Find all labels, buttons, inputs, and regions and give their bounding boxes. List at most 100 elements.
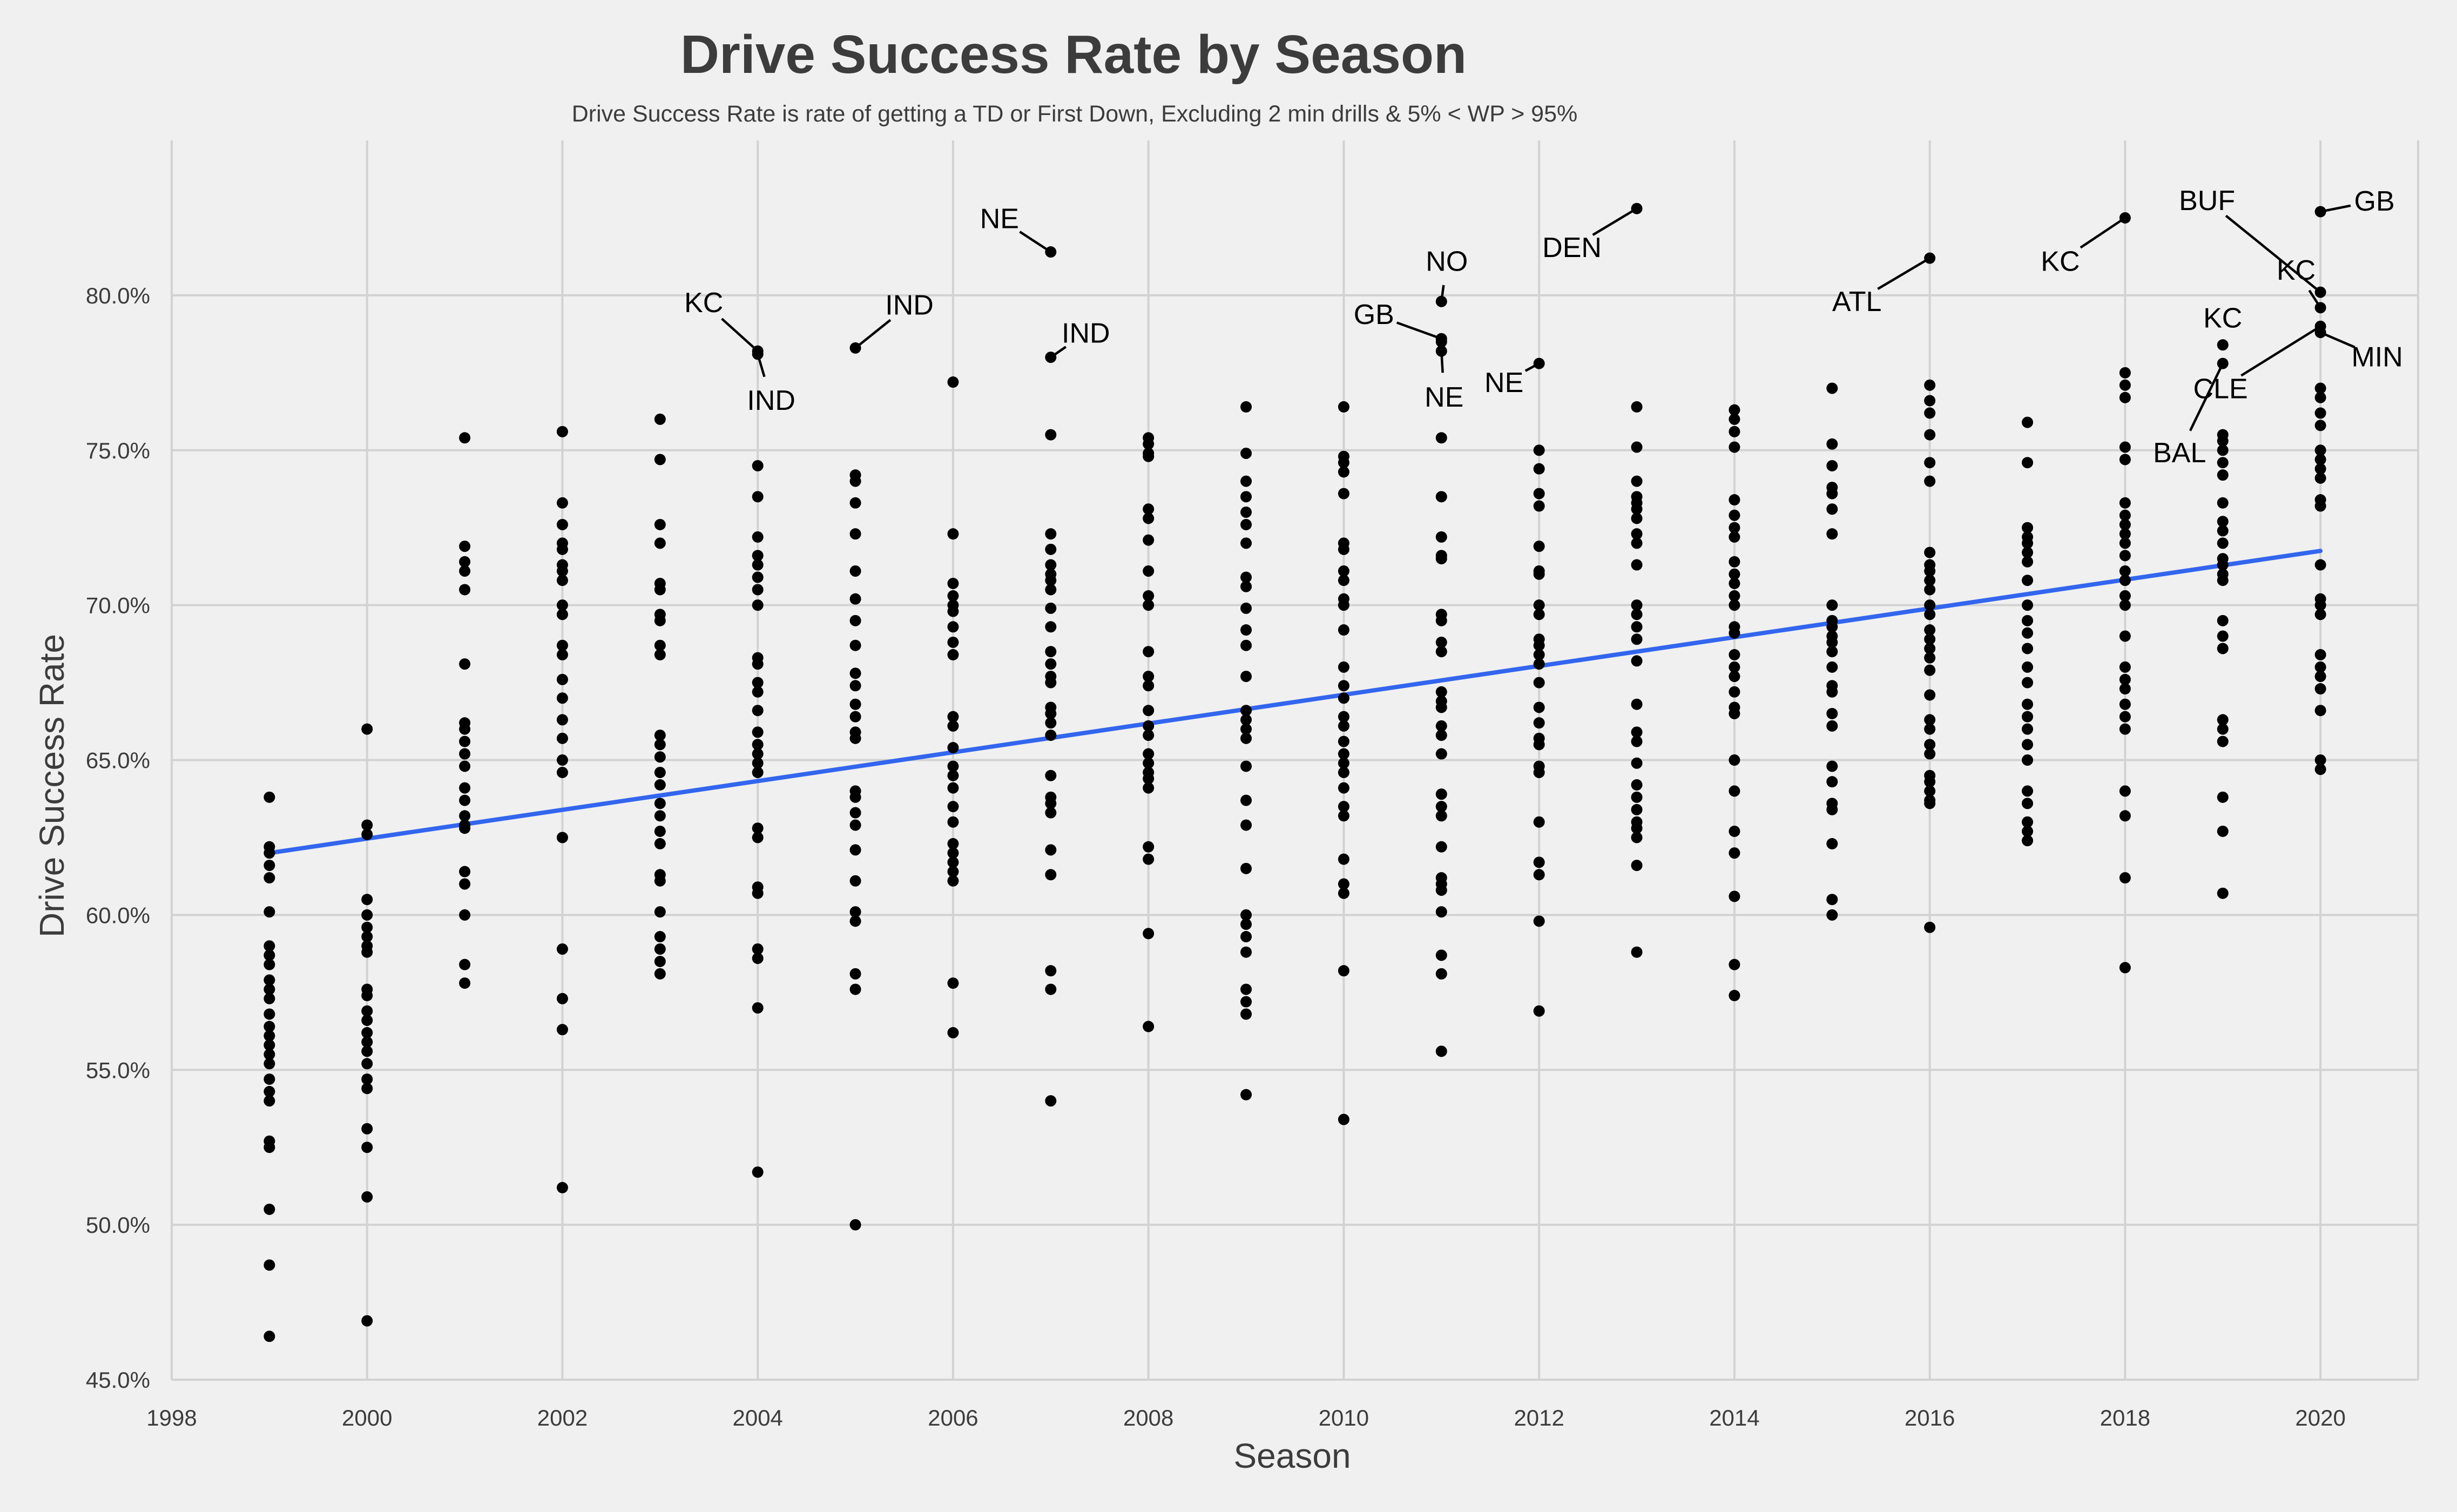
annotation-leader (1524, 362, 1540, 372)
data-point (1533, 541, 1545, 552)
data-point (264, 949, 275, 961)
data-point (1338, 782, 1349, 794)
y-tick-label: 65.0% (86, 748, 150, 773)
data-point (2314, 463, 2326, 475)
data-point (361, 1083, 373, 1095)
data-point (2119, 497, 2131, 509)
data-point (1240, 475, 1252, 487)
data-point (264, 1073, 275, 1085)
data-point (2022, 615, 2034, 626)
data-point (361, 990, 373, 1002)
x-tick-label: 2018 (2100, 1405, 2150, 1430)
annotation-label: NO (1426, 246, 1468, 277)
annotation-leader (2240, 325, 2321, 377)
data-point (361, 1014, 373, 1026)
data-point (361, 1045, 373, 1057)
data-point (1338, 466, 1349, 478)
data-point (654, 825, 666, 837)
data-point (361, 723, 373, 735)
data-point (1338, 661, 1349, 673)
data-point (459, 565, 471, 577)
data-point (1729, 627, 1740, 639)
data-point (1729, 568, 1740, 580)
data-point (459, 909, 471, 921)
data-point (1240, 723, 1252, 735)
data-point (1631, 537, 1643, 549)
data-point (2022, 661, 2034, 673)
data-point (556, 832, 568, 843)
data-point (1631, 804, 1643, 815)
data-point (2217, 643, 2229, 654)
data-point (1240, 909, 1252, 921)
data-point (2119, 565, 2131, 577)
data-point (1338, 599, 1349, 611)
x-tick-label: 2006 (928, 1405, 978, 1430)
x-tick-label: 2020 (2295, 1405, 2345, 1430)
data-point (1924, 798, 1936, 809)
annotation-leader (1019, 231, 1052, 253)
data-point (2022, 599, 2034, 611)
data-point (752, 460, 764, 471)
data-point (264, 1039, 275, 1051)
annotation-leader (757, 354, 766, 377)
data-point (1435, 720, 1447, 732)
data-point (1338, 810, 1349, 822)
data-point (1729, 707, 1740, 719)
data-point (1143, 730, 1155, 741)
data-point (2119, 711, 2131, 723)
data-point (1435, 646, 1447, 658)
annotation-label: IND (1062, 318, 1110, 349)
data-point (1924, 609, 1936, 620)
data-point (1533, 677, 1545, 688)
data-point (2314, 671, 2326, 683)
data-point (1826, 382, 1838, 394)
data-point (459, 584, 471, 596)
data-point (2314, 407, 2326, 419)
data-point (2217, 714, 2229, 726)
data-point (654, 766, 666, 778)
data-point (1240, 983, 1252, 995)
data-point (2119, 575, 2131, 586)
annotation-leader (1440, 285, 1445, 302)
data-point (1826, 599, 1838, 611)
data-point (1338, 1113, 1349, 1125)
data-point (1045, 621, 1057, 633)
data-point (361, 819, 373, 831)
data-point (1435, 531, 1447, 543)
data-point (264, 847, 275, 859)
data-point (654, 798, 666, 809)
data-point (264, 940, 275, 952)
data-point (1631, 599, 1643, 611)
data-point (459, 959, 471, 970)
x-tick-label: 2016 (1905, 1405, 1955, 1430)
data-point (1338, 624, 1349, 636)
data-point (752, 739, 764, 751)
data-point (459, 977, 471, 989)
data-point (1631, 655, 1643, 667)
data-point (2217, 435, 2229, 447)
data-point (654, 615, 666, 626)
data-point (1338, 887, 1349, 899)
data-point (947, 605, 959, 617)
data-point (1045, 646, 1057, 658)
data-point (2217, 457, 2229, 469)
data-point (1631, 791, 1643, 803)
data-point (947, 875, 959, 887)
data-point (947, 711, 959, 723)
data-point (264, 1095, 275, 1107)
data-point (1143, 671, 1155, 683)
data-point (1729, 825, 1740, 837)
data-point (1143, 599, 1155, 611)
data-point (752, 550, 764, 562)
data-point (459, 541, 471, 552)
data-point (1143, 438, 1155, 450)
data-point (849, 698, 861, 710)
data-point (654, 943, 666, 955)
data-point (556, 732, 568, 744)
data-point (1631, 735, 1643, 747)
annotation-label: GB (2354, 186, 2395, 217)
data-point (2022, 546, 2034, 558)
data-point (2022, 627, 2034, 639)
data-point (1338, 543, 1349, 555)
data-point (2022, 835, 2034, 847)
